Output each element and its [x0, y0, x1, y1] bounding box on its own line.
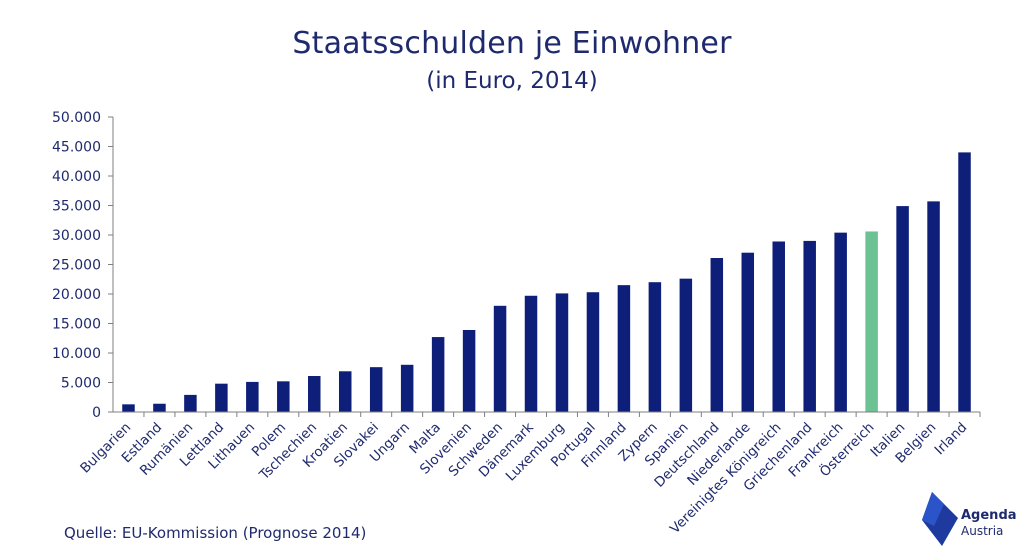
y-tick-label: 0	[92, 405, 101, 421]
y-tick-label: 10.000	[52, 346, 101, 362]
bar-slovenien	[462, 329, 476, 412]
logo-word-austria: Austria	[961, 524, 1004, 538]
bar-griechenland	[803, 240, 816, 412]
bar-tschechien	[308, 376, 321, 412]
bar-italien	[896, 206, 909, 412]
source-note: Quelle: EU-Kommission (Prognose 2014)	[64, 524, 367, 542]
y-tick-label: 30.000	[52, 228, 101, 244]
bar-slovakei	[369, 367, 383, 412]
logo-word-agenda: Agenda	[961, 508, 1017, 523]
bar-luxemburg	[555, 293, 569, 412]
y-tick-label: 35.000	[52, 199, 101, 215]
bars	[122, 152, 971, 412]
bar-kroatien	[338, 371, 352, 412]
agenda-austria-logo: Agenda Austria	[918, 490, 1018, 550]
bar-österreich	[865, 231, 878, 412]
bar-spanien	[679, 278, 693, 412]
y-tick-label: 50.000	[52, 110, 101, 126]
bar-polem	[277, 381, 290, 412]
bar-malta	[431, 337, 445, 412]
bar-deutschland	[710, 258, 724, 412]
bar-frankreich	[834, 232, 847, 412]
bar-rumänien	[184, 394, 197, 412]
x-axis: BulgarienEstlandRumänienLettlandLithauen…	[77, 411, 981, 537]
bar-portugal	[586, 292, 600, 412]
bar-zypern	[648, 282, 662, 412]
bar-bulgarien	[122, 404, 135, 412]
bar-niederlande	[741, 252, 755, 412]
y-tick-label: 15.000	[52, 317, 101, 333]
y-tick-label: 45.000	[52, 140, 101, 156]
y-tick-label: 40.000	[52, 169, 101, 185]
y-tick-label: 5.000	[61, 376, 101, 392]
chart-subtitle: (in Euro, 2014)	[426, 68, 598, 94]
logo-mark-icon	[922, 492, 958, 546]
y-tick-label: 25.000	[52, 258, 101, 274]
y-tick-label: 20.000	[52, 287, 101, 303]
y-axis: 0 5.000 10.000 15.000 20.000 25.000 30.000 35.0…	[52, 110, 114, 421]
chart-title: Staatsschulden je Einwohner	[292, 26, 732, 61]
bar-vereinigtes-königreich	[772, 241, 785, 412]
bar-ungarn	[400, 364, 414, 412]
bar-lettland	[215, 383, 228, 412]
bar-estland	[153, 403, 166, 412]
bar-irland	[958, 152, 971, 412]
bar-lithauen	[246, 381, 259, 412]
x-category-label: Irland	[932, 420, 971, 459]
bar-finnland	[617, 285, 631, 412]
bar-belgien	[927, 201, 940, 412]
bar-dänemark	[524, 295, 538, 412]
bar-schweden	[493, 305, 507, 412]
